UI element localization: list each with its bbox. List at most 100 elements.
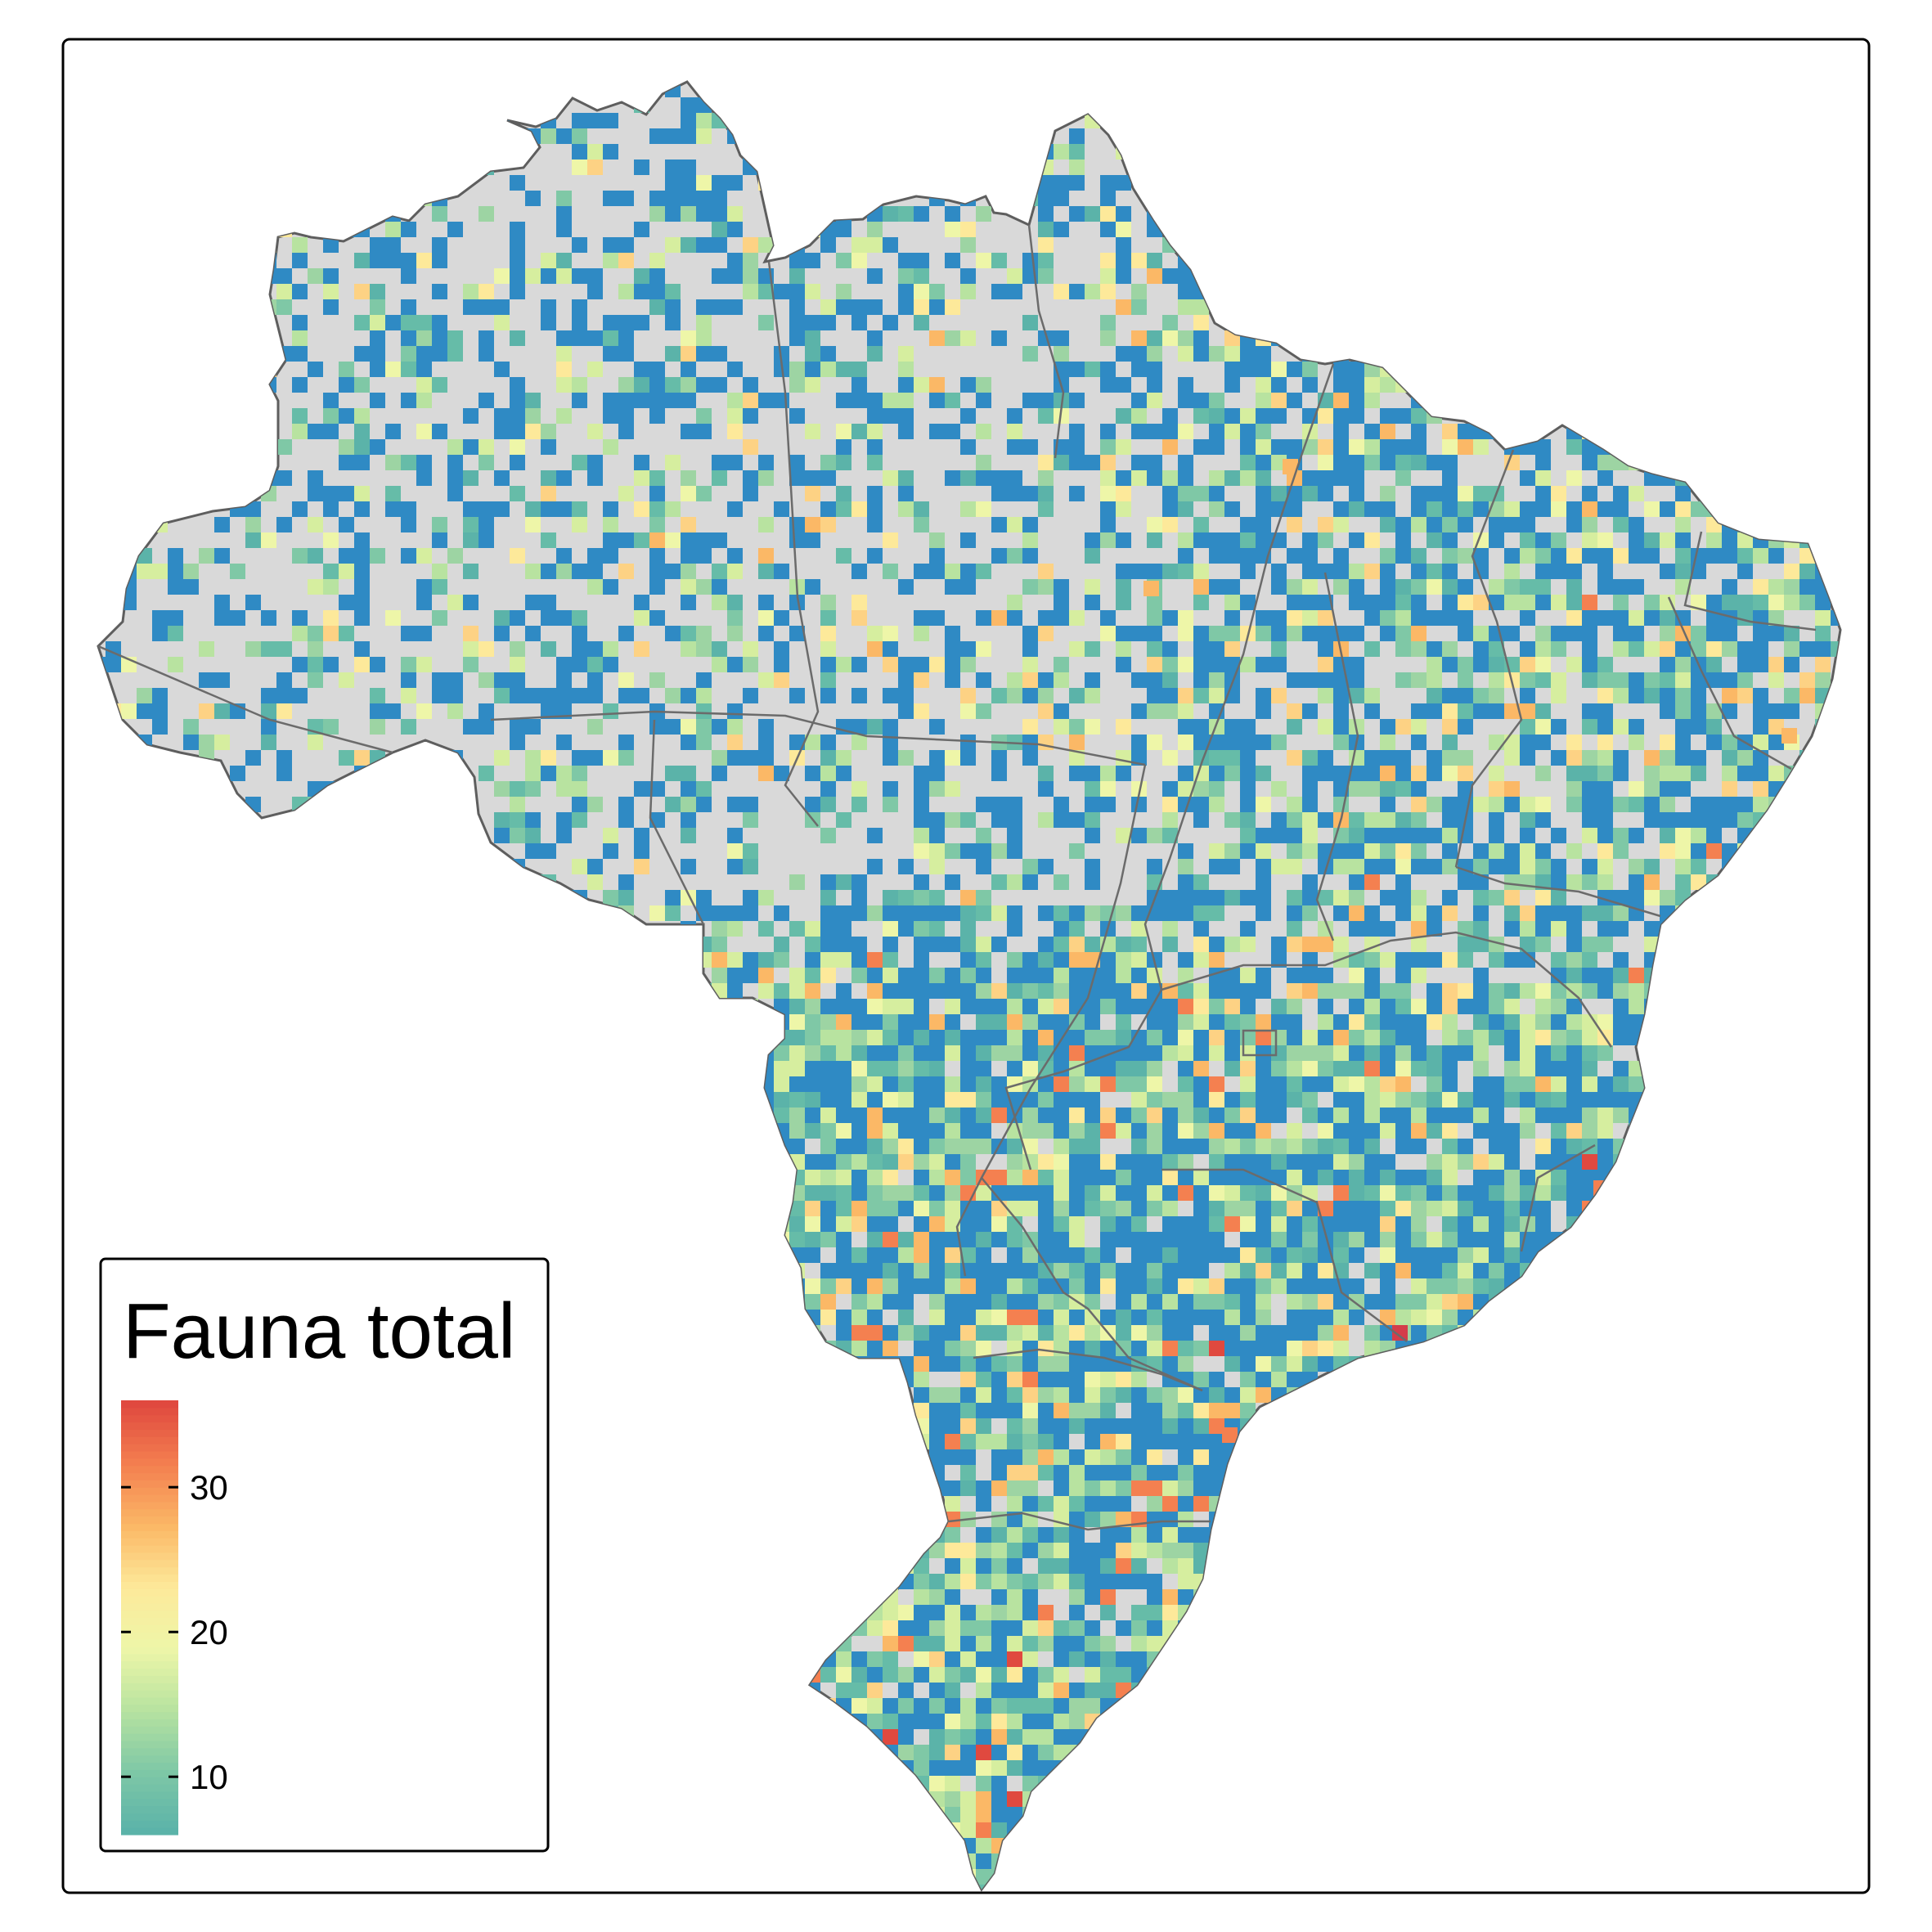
grid-cell — [1302, 750, 1318, 766]
grid-cell — [898, 1061, 914, 1076]
grid-cell — [1022, 719, 1038, 735]
grid-cell — [1054, 144, 1069, 160]
grid-cell — [510, 719, 525, 735]
grid-cell — [743, 393, 758, 408]
grid-cell — [1582, 750, 1597, 766]
grid-cell — [914, 1061, 929, 1076]
grid-cell — [1333, 253, 1349, 268]
grid-cell — [851, 999, 867, 1014]
grid-cell — [1582, 1045, 1597, 1061]
grid-cell — [1007, 191, 1022, 206]
grid-cell — [696, 1108, 712, 1123]
grid-cell — [1333, 113, 1349, 128]
grid-cell — [1240, 812, 1256, 828]
grid-cell — [230, 330, 245, 346]
grid-cell — [743, 470, 758, 486]
grid-cell — [1753, 657, 1768, 672]
grid-cell — [168, 1076, 183, 1092]
grid-cell — [292, 999, 308, 1014]
grid-cell — [649, 206, 665, 222]
grid-cell — [1364, 113, 1380, 128]
grid-cell — [1551, 206, 1566, 222]
grid-cell — [805, 222, 820, 237]
grid-cell — [929, 1108, 945, 1123]
grid-cell — [1566, 377, 1582, 393]
grid-cell — [1224, 206, 1240, 222]
grid-cell — [712, 455, 727, 470]
grid-cell — [867, 859, 883, 874]
grid-cell — [354, 595, 370, 610]
grid-cell — [603, 144, 618, 160]
grid-cell — [665, 160, 681, 175]
grid-cell — [463, 1108, 479, 1123]
grid-cell — [1318, 672, 1333, 688]
grid-cell — [1551, 393, 1566, 408]
grid-cell — [1784, 175, 1799, 191]
grid-cell — [1349, 859, 1364, 874]
grid-cell — [1178, 1061, 1193, 1076]
grid-cell — [851, 1108, 867, 1123]
grid-cell — [618, 921, 634, 937]
grid-cell — [1691, 439, 1706, 455]
grid-cell — [432, 330, 447, 346]
grid-cell — [1768, 983, 1784, 999]
grid-cell — [743, 1108, 758, 1123]
grid-cell — [1768, 237, 1784, 253]
grid-cell — [1380, 160, 1395, 175]
grid-cell — [743, 486, 758, 501]
grid-cell — [1209, 905, 1224, 921]
grid-cell — [479, 393, 494, 408]
grid-cell — [432, 1030, 447, 1045]
grid-cell — [494, 812, 510, 828]
grid-cell — [1054, 657, 1069, 672]
grid-cell — [1318, 486, 1333, 501]
grid-cell — [1022, 1045, 1038, 1061]
grid-cell — [1085, 859, 1100, 874]
grid-cell — [1644, 1014, 1660, 1030]
grid-cell — [370, 968, 385, 983]
grid-cell — [1333, 128, 1349, 144]
grid-cell — [1489, 859, 1504, 874]
grid-cell — [447, 595, 463, 610]
grid-cell — [1427, 486, 1442, 501]
grid-cell — [98, 408, 106, 424]
grid-cell — [432, 983, 447, 999]
grid-cell — [1411, 719, 1427, 735]
grid-cell — [1706, 237, 1722, 253]
grid-cell — [743, 97, 758, 113]
grid-cell — [1022, 874, 1038, 890]
grid-cell — [1224, 1092, 1240, 1108]
grid-cell — [121, 424, 137, 439]
grid-cell — [1691, 206, 1706, 222]
grid-cell — [1768, 113, 1784, 128]
grid-cell — [1287, 1139, 1302, 1154]
grid-cell — [1815, 1139, 1831, 1154]
grid-cell — [106, 377, 121, 393]
grid-cell — [836, 1076, 851, 1092]
grid-cell — [1349, 781, 1364, 797]
grid-cell — [1054, 1154, 1069, 1170]
grid-cell — [1395, 1030, 1411, 1045]
grid-cell — [1815, 362, 1831, 377]
grid-cell — [1162, 1108, 1178, 1123]
grid-cell — [1147, 1154, 1162, 1170]
grid-cell — [556, 253, 572, 268]
grid-cell — [1022, 486, 1038, 501]
grid-cell — [339, 439, 354, 455]
grid-cell — [1535, 284, 1551, 299]
grid-cell — [1411, 1045, 1427, 1061]
grid-cell — [1318, 657, 1333, 672]
grid-cell — [525, 766, 541, 781]
grid-cell — [1333, 470, 1349, 486]
grid-cell — [199, 362, 214, 377]
grid-cell — [1551, 1061, 1566, 1076]
grid-cell — [1675, 439, 1691, 455]
grid-cell — [805, 517, 820, 532]
grid-cell — [929, 750, 945, 766]
grid-cell — [665, 719, 681, 735]
grid-cell — [1706, 191, 1722, 206]
grid-cell — [1349, 393, 1364, 408]
grid-cell — [214, 983, 230, 999]
grid-cell — [618, 1030, 634, 1045]
grid-cell — [1022, 579, 1038, 595]
